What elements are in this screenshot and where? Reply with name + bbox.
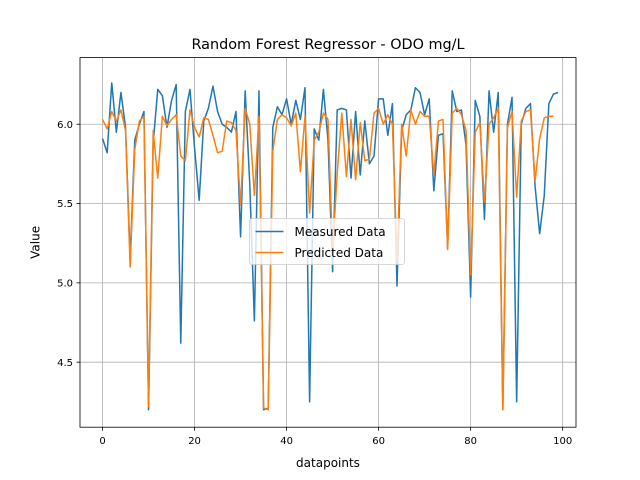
legend-label: Measured Data (295, 225, 386, 239)
x-tick-label: 40 (280, 436, 293, 447)
legend-box (249, 218, 405, 265)
y-axis: 4.5 5.0 5.5 6.0 (57, 120, 80, 369)
plot-frame (79, 57, 577, 428)
chart-title: Random Forest Regressor - ODO mg/L (191, 37, 464, 53)
x-tick-label: 100 (553, 436, 572, 447)
x-axis-label: datapoints (296, 456, 360, 470)
x-tick-label: 60 (372, 436, 385, 447)
y-tick-label: 5.0 (57, 278, 73, 289)
x-axis: 0 20 40 60 80 100 (99, 427, 572, 447)
series-line-predicted (101, 107, 554, 411)
legend: Measured Data Predicted Data (249, 218, 405, 265)
legend-label: Predicted Data (295, 246, 384, 260)
series-layer (101, 82, 559, 411)
y-axis-label: Value (29, 226, 43, 259)
y-tick-label: 6.0 (57, 120, 73, 131)
x-tick-label: 20 (188, 436, 201, 447)
y-tick-label: 4.5 (57, 358, 73, 369)
y-tick-label: 5.5 (57, 199, 73, 210)
x-tick-label: 80 (464, 436, 477, 447)
x-tick-label: 0 (99, 436, 105, 447)
